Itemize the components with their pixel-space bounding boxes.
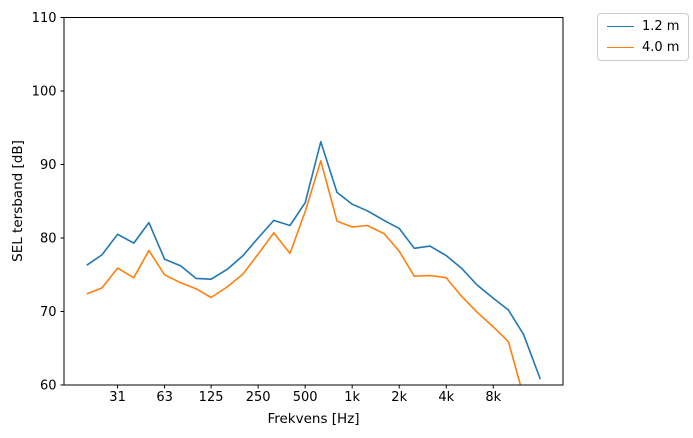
legend-line-swatch — [607, 47, 634, 48]
x-tick-label: 2k — [391, 390, 407, 405]
series-line-1.2-m — [86, 140, 542, 380]
x-tick-label: 63 — [156, 390, 173, 405]
legend-entry: 1.2 m — [607, 19, 688, 34]
legend-entry: 4.0 m — [607, 40, 688, 55]
axis-ticks: 31 63 125 250 500 1k 2k 4k 8k 60 70 80 90 100 110 — [32, 11, 502, 405]
y-tick-label: 110 — [32, 11, 57, 26]
x-axis-label: Frekvens [Hz] — [267, 411, 359, 427]
x-tick-label: 31 — [109, 390, 126, 405]
y-tick-label: 90 — [40, 158, 57, 173]
x-tick-label: 4k — [438, 390, 454, 405]
plot-border — [63, 17, 564, 386]
x-tick-label: 125 — [199, 390, 224, 405]
legend: 1.2 m 4.0 m — [597, 13, 689, 61]
y-tick-label: 100 — [32, 85, 57, 100]
y-tick-label: 80 — [40, 232, 57, 247]
y-axis-label: SEL tersband [dB] — [10, 140, 26, 262]
plot-lines — [86, 140, 542, 385]
legend-line-swatch — [607, 26, 634, 27]
x-tick-label: 250 — [246, 390, 271, 405]
x-tick-label: 8k — [485, 390, 501, 405]
x-tick-label: 500 — [293, 390, 318, 405]
x-tick-label: 1k — [344, 390, 360, 405]
series-line-4.0-m — [86, 160, 522, 385]
legend-label: 4.0 m — [642, 40, 680, 55]
legend-label: 1.2 m — [642, 19, 680, 34]
y-tick-label: 70 — [40, 305, 57, 320]
y-tick-label: 60 — [40, 379, 57, 394]
